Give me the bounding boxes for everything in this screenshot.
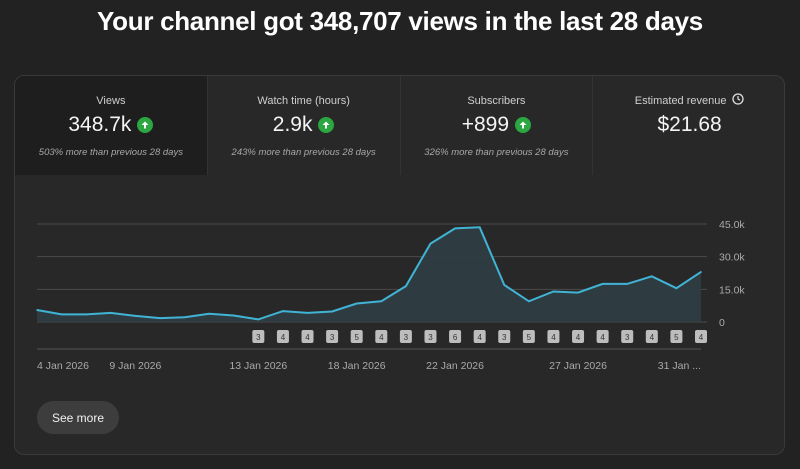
page-title: Your channel got 348,707 views in the la… <box>97 6 703 36</box>
metric-value-row: 2.9k <box>208 113 400 137</box>
metric-tile-watch-time[interactable]: Watch time (hours) 2.9k 243% more than p… <box>208 76 401 175</box>
metric-tile-views[interactable]: Views 348.7k 503% more than previous 28 … <box>15 76 208 175</box>
metric-tile-subscribers[interactable]: Subscribers +899 326% more than previous… <box>401 76 594 175</box>
metric-value: 2.9k <box>272 113 313 136</box>
metric-value: +899 <box>461 113 510 136</box>
arrow-up-icon <box>137 117 154 133</box>
metric-label: Watch time (hours) <box>257 95 350 107</box>
metric-value-row: 348.7k <box>15 113 207 137</box>
see-more-button[interactable]: See more <box>37 401 119 434</box>
metric-compare: 243% more than previous 28 days <box>231 147 376 158</box>
metric-compare: 326% more than previous 28 days <box>424 147 569 158</box>
metric-tiles: Views 348.7k 503% more than previous 28 … <box>15 76 784 175</box>
clock-icon <box>732 93 745 108</box>
metric-label-row: Estimated revenue <box>593 93 784 108</box>
metric-value: $21.68 <box>657 113 722 136</box>
metric-value-row: $21.68 <box>593 113 784 137</box>
metric-value-row: +899 <box>401 113 593 137</box>
metric-tile-revenue[interactable]: Estimated revenue $21.68 <box>593 76 784 175</box>
metric-value: 348.7k <box>68 113 132 136</box>
metric-label: Subscribers <box>467 95 526 107</box>
analytics-card: Views 348.7k 503% more than previous 28 … <box>14 75 785 455</box>
metric-label: Estimated revenue <box>634 94 727 107</box>
arrow-up-icon <box>318 117 335 133</box>
arrow-up-icon <box>515 117 532 133</box>
metric-compare: 503% more than previous 28 days <box>38 147 183 158</box>
metric-label: Views <box>96 95 126 107</box>
